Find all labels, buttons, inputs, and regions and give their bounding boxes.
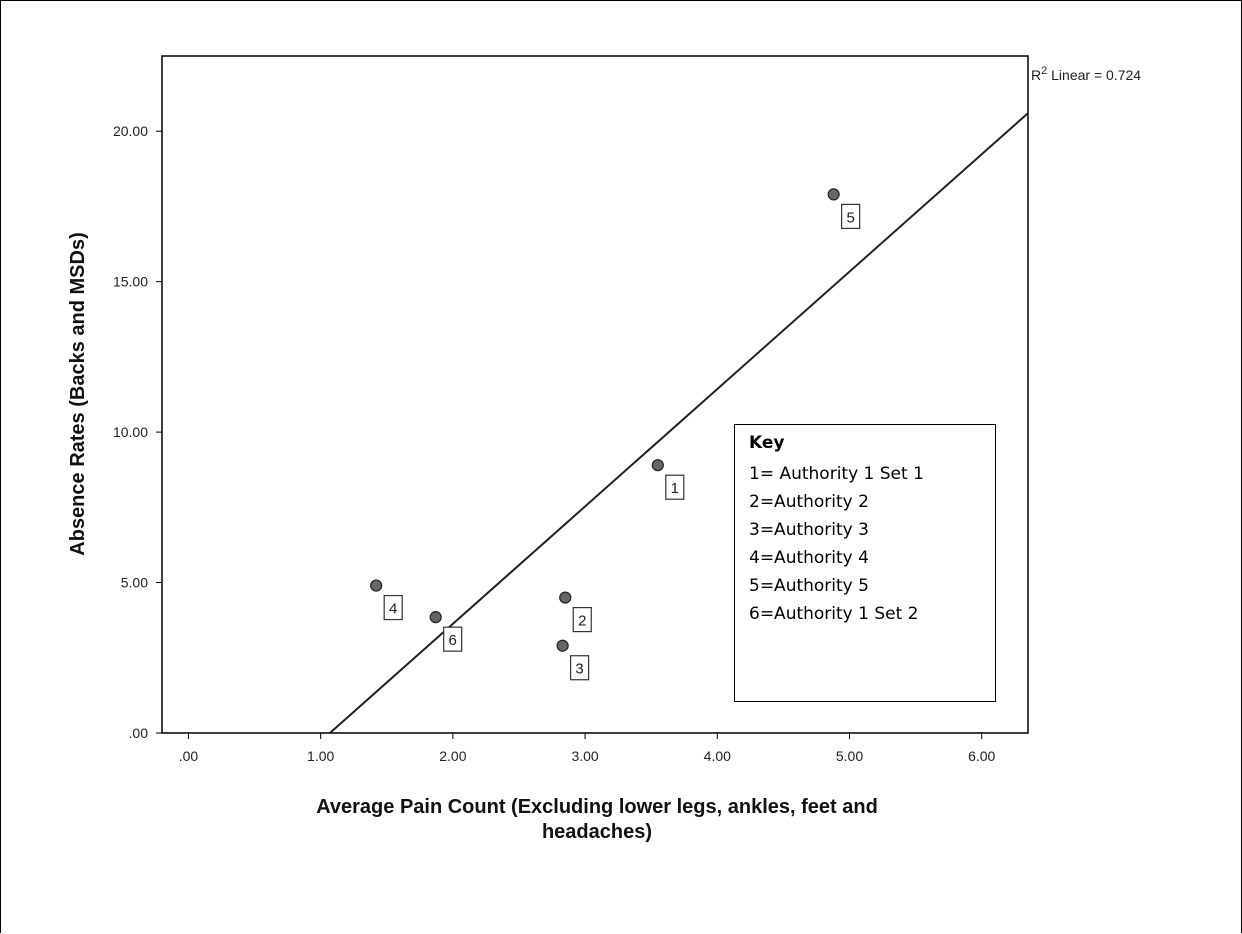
point-label-box-4 <box>383 594 403 621</box>
key-box: Key 1= Authority 1 Set 1 2=Authority 2 3… <box>734 424 996 702</box>
y-tick-label: 20.00 <box>113 123 148 139</box>
point-label-2: 2 <box>578 613 586 630</box>
point-label-3: 3 <box>575 661 583 678</box>
data-points: 1 2 3 4 5 6 <box>370 188 861 681</box>
key-item-3: 3=Authority 3 <box>749 520 869 540</box>
point-label-4: 4 <box>389 601 397 618</box>
plot-area <box>161 55 1029 734</box>
key-title: Key <box>749 433 785 453</box>
x-tick-label: .00 <box>179 748 199 764</box>
point-label-6: 6 <box>449 632 457 649</box>
data-point-3 <box>556 639 569 652</box>
point-label-box-3 <box>570 655 590 681</box>
y-tick-label: 15.00 <box>113 274 148 290</box>
x-tick-label: 1.00 <box>307 748 334 764</box>
x-axis-ticks: .00 1.00 2.00 3.00 4.00 5.00 6.00 <box>179 733 996 764</box>
data-point-5 <box>827 188 840 201</box>
key-item-5: 5=Authority 5 <box>749 576 869 596</box>
x-axis-title-line-2: headaches) <box>542 821 652 843</box>
y-tick-label: .00 <box>129 725 149 741</box>
x-tick-label: 6.00 <box>968 748 995 764</box>
y-axis-title: Absence Rates (Backs and MSDs) <box>67 232 89 555</box>
point-label-box-1 <box>665 474 685 500</box>
point-label-5: 5 <box>846 209 854 226</box>
data-point-4 <box>370 579 383 592</box>
data-point-2 <box>559 591 572 604</box>
point-label-box-6 <box>443 626 463 652</box>
key-item-6: 6=Authority 1 Set 2 <box>749 604 919 624</box>
x-tick-label: 2.00 <box>439 748 466 764</box>
key-item-4: 4=Authority 4 <box>749 548 869 568</box>
x-tick-label: 3.00 <box>571 748 598 764</box>
data-point-6 <box>429 611 442 624</box>
y-tick-label: 5.00 <box>121 575 148 591</box>
x-axis-title-line-1: Average Pain Count (Excluding lower legs… <box>316 796 878 818</box>
x-tick-label: 4.00 <box>704 748 731 764</box>
point-label-1: 1 <box>671 480 679 497</box>
x-tick-label: 5.00 <box>836 748 863 764</box>
y-axis-ticks: .00 5.00 10.00 15.00 20.00 <box>113 123 162 741</box>
key-item-1: 1= Authority 1 Set 1 <box>749 464 924 484</box>
y-tick-label: 10.00 <box>113 424 148 440</box>
point-label-box-2 <box>572 606 592 633</box>
data-point-1 <box>651 459 664 472</box>
point-label-box-5 <box>841 203 861 230</box>
r2-annotation: R2 Linear = 0.724 <box>1031 65 1141 83</box>
key-item-2: 2=Authority 2 <box>749 492 869 512</box>
